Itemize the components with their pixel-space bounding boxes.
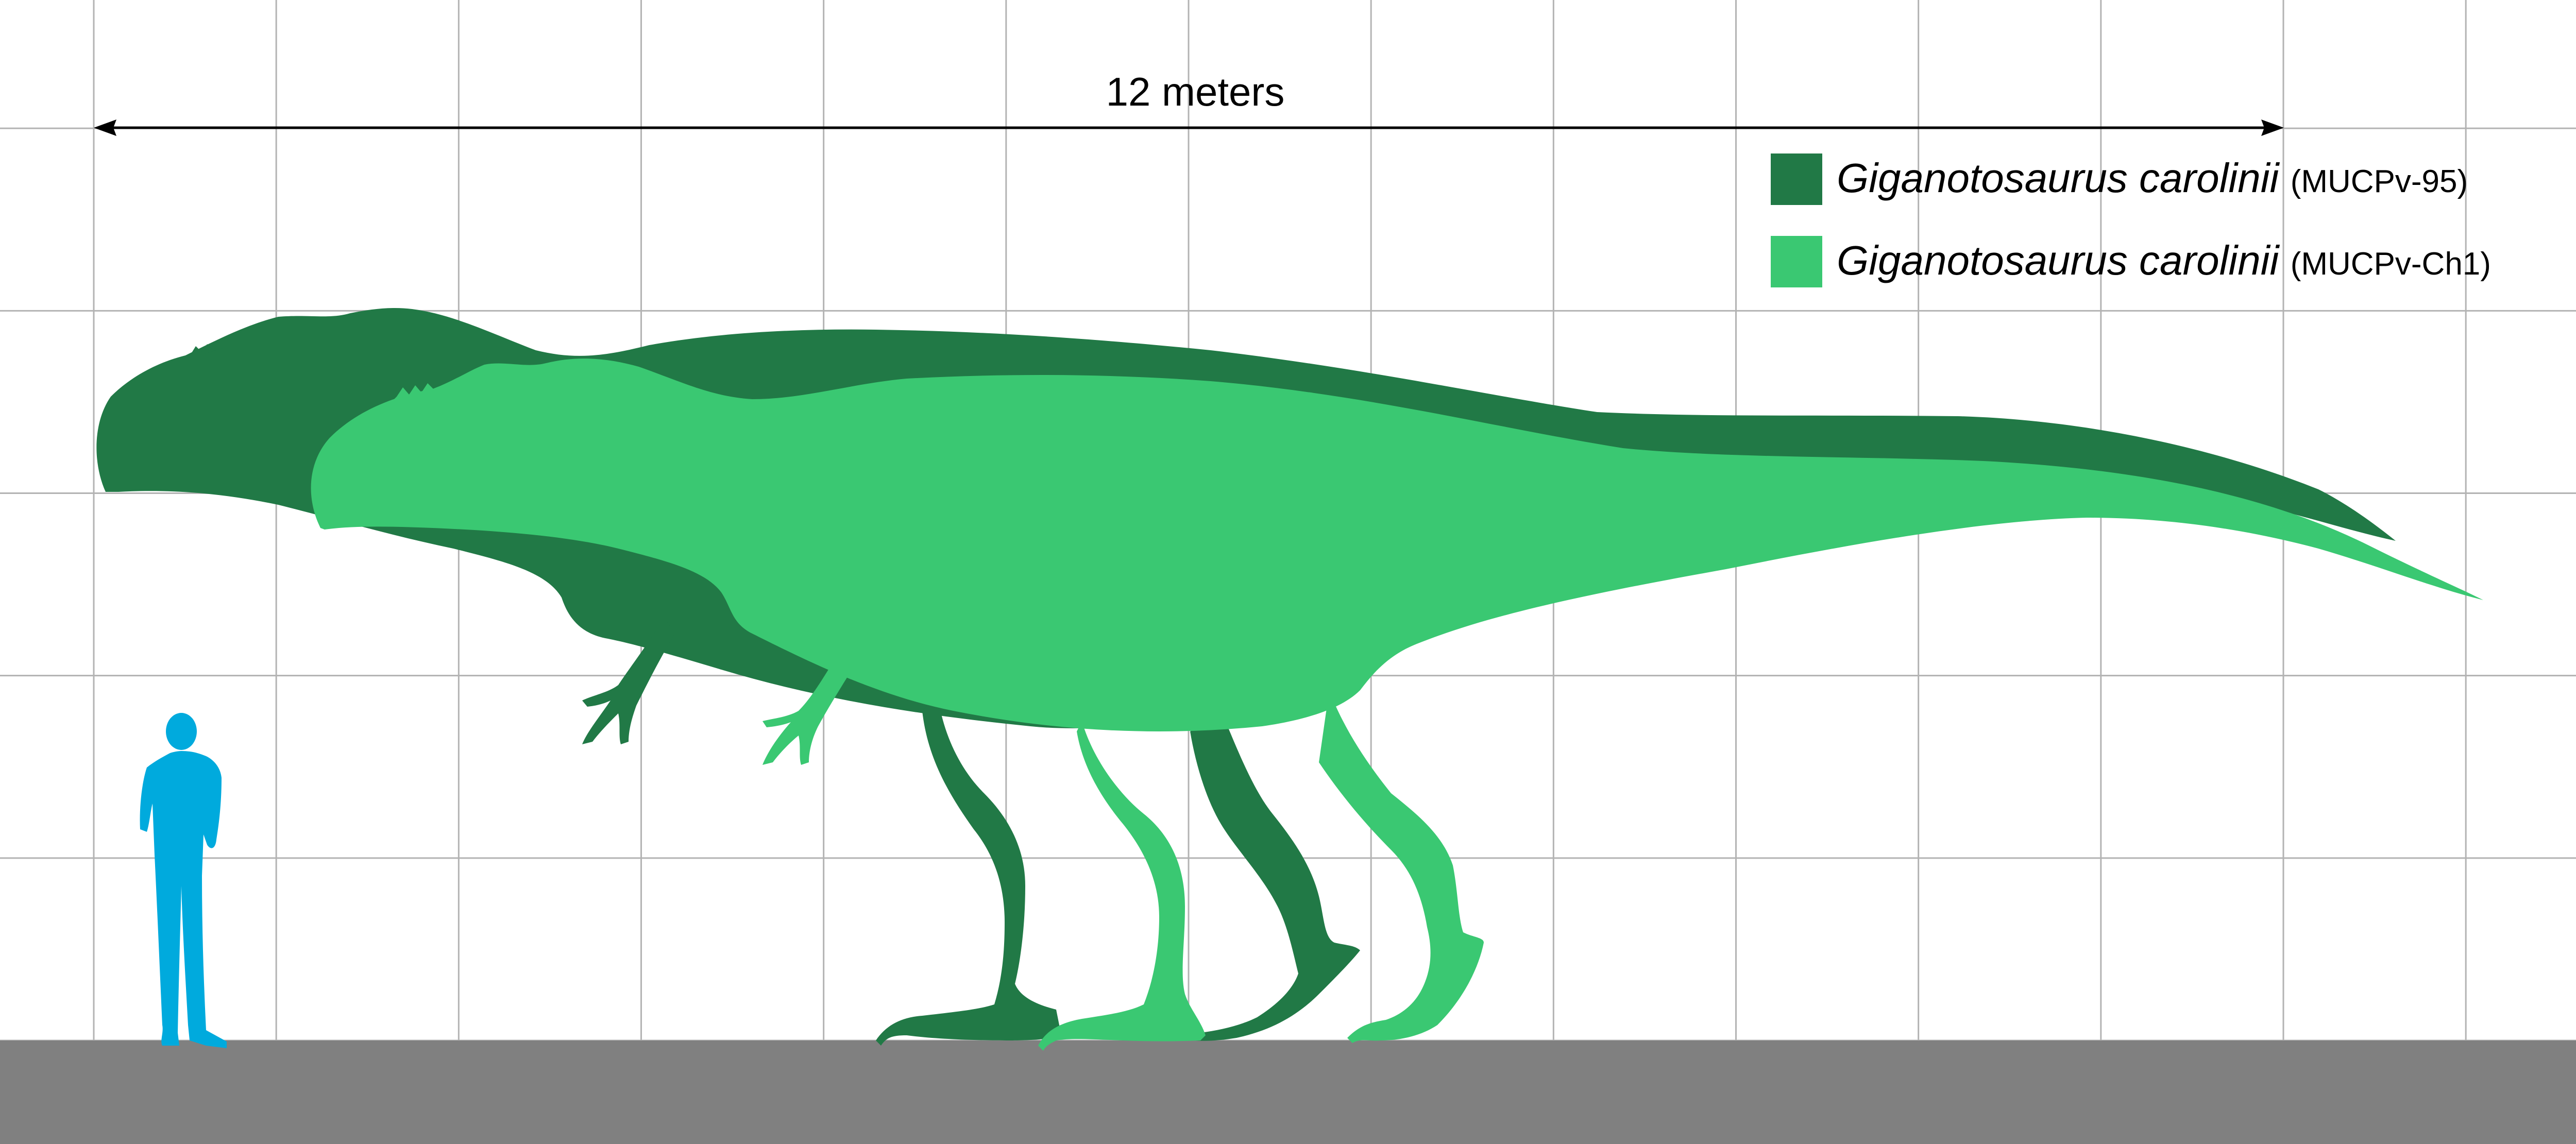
giganotosaurus-mucpv-ch1-silhouette (311, 358, 2483, 1051)
human-body (140, 751, 227, 1048)
scale-bar-label: 12 meters (1106, 69, 1285, 114)
legend-item-mucpv-ch1: Giganotosaurus carolinii (MUCPv-Ch1) (1771, 236, 2491, 287)
mucpv-95-far-leg (1190, 711, 1360, 1041)
mucpv-95-near-leg (876, 695, 1061, 1046)
mucpv-95-arm (582, 618, 675, 744)
legend-species-mucpv-95: Giganotosaurus carolinii (1837, 155, 2280, 201)
legend-item-mucpv-95: Giganotosaurus carolinii (MUCPv-95) (1771, 153, 2468, 205)
legend-species-mucpv-ch1: Giganotosaurus carolinii (1837, 237, 2280, 283)
mucpv-ch1-body (311, 358, 2483, 731)
mucpv-ch1-teeth (392, 383, 434, 402)
mucpv-ch1-near-leg (1038, 721, 1206, 1051)
legend-specimen-mucpv-95: (MUCPv-95) (2291, 164, 2468, 199)
legend-swatch-mucpv-ch1 (1771, 236, 1822, 287)
legend-label-mucpv-ch1: Giganotosaurus carolinii (MUCPv-Ch1) (1837, 237, 2491, 283)
legend-swatch-mucpv-95 (1771, 153, 1822, 205)
legend: Giganotosaurus carolinii (MUCPv-95) Giga… (1771, 153, 2491, 287)
human-head (166, 713, 197, 750)
scale-bar-arrow-right (2261, 119, 2284, 136)
mucpv-ch1-far-leg (1319, 690, 1484, 1043)
mucpv-ch1-arm (762, 659, 855, 765)
legend-specimen-mucpv-ch1: (MUCPv-Ch1) (2291, 246, 2491, 282)
ground (0, 1040, 2576, 1144)
legend-label-mucpv-95: Giganotosaurus carolinii (MUCPv-95) (1837, 155, 2468, 201)
scale-bar: 12 meters (94, 69, 2284, 136)
human-silhouette (140, 713, 227, 1048)
mucpv-95-teeth (185, 342, 225, 360)
scale-bar-arrow-left (94, 119, 116, 136)
